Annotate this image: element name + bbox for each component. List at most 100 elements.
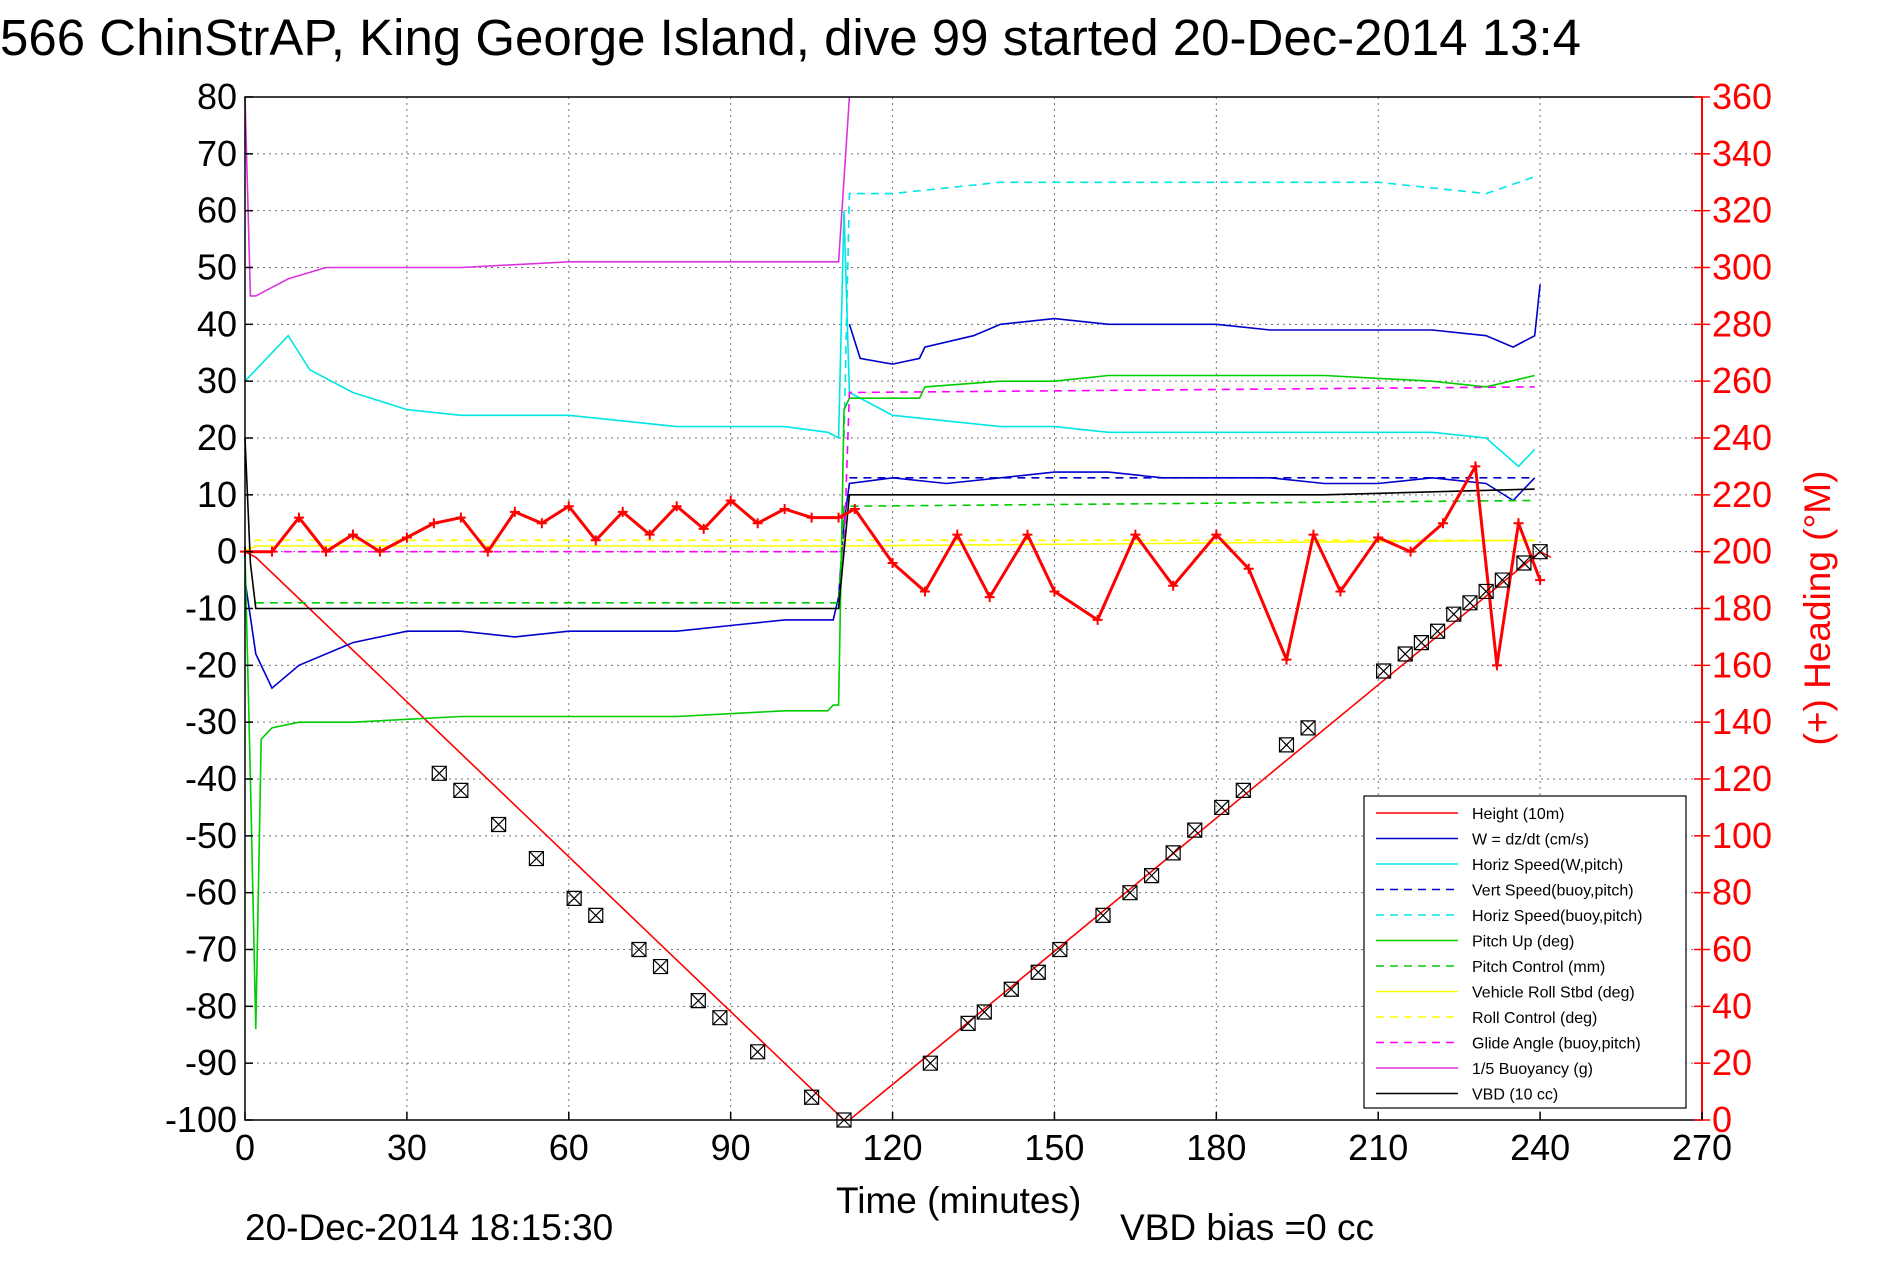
depth-sample-marker — [1429, 623, 1446, 639]
legend-label-buoyancy: 1/5 Buoyancy (g) — [1472, 1061, 1593, 1078]
heading-point — [1373, 532, 1384, 543]
heading-point — [1437, 518, 1448, 529]
y-right-tick-label: 120 — [1712, 758, 1772, 799]
heading-point — [849, 504, 860, 515]
y-tick-label: 0 — [217, 531, 237, 572]
y-tick-label: 60 — [197, 190, 237, 231]
y-right-tick-label: 20 — [1712, 1042, 1752, 1083]
heading-point — [919, 586, 930, 597]
legend-box — [1363, 795, 1687, 1109]
y-tick-label: -20 — [185, 644, 237, 685]
legend-label-vbd: VBD (10 cc) — [1472, 1087, 1558, 1104]
depth-sample-marker — [1235, 782, 1251, 798]
heading-point — [1308, 529, 1319, 540]
depth-sample-marker — [1278, 737, 1295, 753]
heading-point — [806, 512, 817, 523]
legend-label-horiz_speed: Horiz Speed(W,pitch) — [1472, 857, 1623, 874]
y-right-tick-label: 140 — [1712, 701, 1772, 742]
depth-sample-marker — [1214, 799, 1230, 816]
depth-sample-marker — [1122, 885, 1138, 901]
depth-sample-marker — [566, 890, 582, 906]
depth-sample-marker — [1413, 635, 1429, 651]
depth-sample-marker — [1165, 845, 1181, 861]
heading-point — [320, 546, 331, 557]
heading-point — [1491, 660, 1502, 671]
depth-sample-marker — [1494, 572, 1510, 588]
legend-items: Height (10m) W = dz/dt (cm/s) Horiz Speed(… — [1376, 806, 1642, 1104]
depth-sample-marker — [1376, 663, 1392, 679]
y-axis-right-label: (+) Heading (°M) — [1797, 471, 1838, 746]
heading-point — [1022, 529, 1033, 540]
series-line-horiz_speed_buoy — [843, 175, 1535, 439]
heading-point — [1405, 546, 1416, 557]
footer-vbd-bias: VBD bias =0 cc — [1120, 1207, 1374, 1248]
x-tick-label: 0 — [235, 1127, 255, 1168]
depth-sample-marker — [631, 941, 647, 958]
heading-point — [779, 504, 790, 515]
y-right-tick-label: 240 — [1712, 417, 1772, 458]
heading-point — [1535, 575, 1546, 586]
depth-sample-marker — [1030, 964, 1046, 980]
depth-sample-marker — [804, 1089, 820, 1105]
y-tick-label: -50 — [185, 815, 237, 856]
heading-point — [1281, 654, 1292, 665]
legend-label-vehicle_roll: Vehicle Roll Stbd (deg) — [1472, 985, 1635, 1002]
heading-point — [1049, 586, 1060, 597]
x-tick-label: 150 — [1024, 1127, 1084, 1168]
y-right-tick-label: 200 — [1712, 531, 1772, 572]
depth-sample-marker — [976, 1004, 992, 1020]
legend-label-pitch_control: Pitch Control (mm) — [1472, 959, 1605, 976]
depth-sample-marker — [712, 1010, 728, 1026]
y-tick-label: -10 — [185, 588, 237, 629]
heading-point — [984, 592, 995, 603]
x-axis: 0 30 60 90 120 150 180 210 240 270 — [235, 1112, 1732, 1168]
x-tick-label: 270 — [1672, 1127, 1732, 1168]
series-layer — [240, 96, 1552, 1121]
heading-point — [1211, 529, 1222, 540]
legend-label-vert_speed_buoy: Vert Speed(buoy,pitch) — [1472, 883, 1634, 900]
y-right-tick-label: 180 — [1712, 588, 1772, 629]
heading-point — [590, 535, 601, 546]
heading-point — [752, 518, 763, 529]
heading-point — [482, 546, 493, 557]
depth-sample-marker — [528, 850, 544, 867]
depth-sample-marker — [491, 816, 507, 833]
heading-point — [1243, 563, 1254, 574]
y-tick-label: -60 — [185, 872, 237, 913]
depth-sample-marker — [1187, 822, 1203, 838]
x-tick-label: 210 — [1348, 1127, 1408, 1168]
heading-point — [347, 529, 358, 540]
legend-label-height: Height (10m) — [1472, 806, 1564, 823]
depth-sample-marker — [1397, 646, 1413, 662]
heading-point — [671, 501, 682, 512]
y-tick-label: 40 — [197, 303, 237, 344]
heading-point — [455, 512, 466, 523]
series-line-pitch_control — [255, 499, 1535, 604]
y-right-tick-label: 0 — [1712, 1099, 1732, 1140]
series-line-vehicle_roll — [244, 539, 1535, 553]
y-right-tick-label: 160 — [1712, 644, 1772, 685]
depth-sample-marker — [652, 958, 669, 975]
x-tick-label: 60 — [549, 1127, 589, 1168]
y-axis-right: 3603403203002802602402202001801601401201… — [1694, 76, 1772, 1140]
x-tick-label: 120 — [863, 1127, 923, 1168]
depth-sample-marker — [1003, 981, 1019, 997]
depth-sample-marker — [960, 1015, 976, 1031]
y-right-tick-label: 80 — [1712, 872, 1752, 913]
heading-point — [1168, 580, 1179, 591]
legend-label-pitch_up: Pitch Up (deg) — [1472, 934, 1574, 951]
heading-point — [1513, 518, 1524, 529]
y-tick-label: -100 — [165, 1099, 237, 1140]
heading-point — [1130, 529, 1141, 540]
series-line-pitch_up — [244, 374, 1535, 1030]
heading-point — [1335, 586, 1346, 597]
heading-point — [833, 512, 844, 523]
y-tick-label: -90 — [185, 1042, 237, 1083]
y-tick-label: -40 — [185, 758, 237, 799]
heading-point — [401, 532, 412, 543]
y-right-tick-label: 100 — [1712, 815, 1772, 856]
x-tick-label: 90 — [711, 1127, 751, 1168]
y-right-tick-label: 260 — [1712, 360, 1772, 401]
heading-point — [698, 523, 709, 534]
chart-title: 566 ChinStrAP, King George Island, dive … — [0, 9, 1581, 66]
